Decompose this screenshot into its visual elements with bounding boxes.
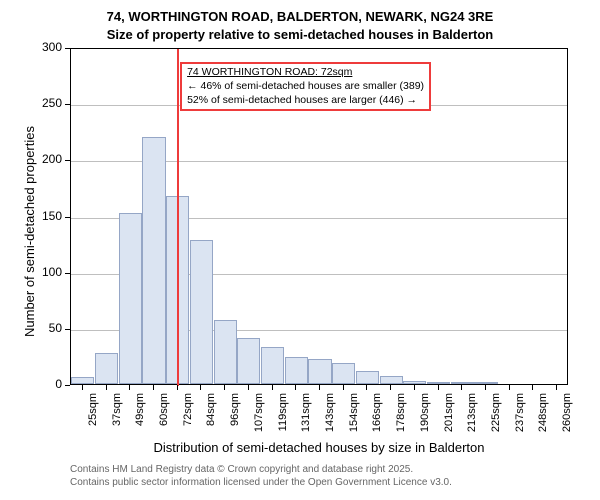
y-tick-label: 100 [22,265,62,279]
x-tick-label: 72sqm [182,393,194,443]
x-tick [295,385,296,390]
y-tick-label: 150 [22,209,62,223]
title-line-2: Size of property relative to semi-detach… [0,26,600,44]
y-tick [65,48,70,49]
x-tick-label: 178sqm [395,393,407,443]
histogram-bar [142,137,165,384]
x-tick [532,385,533,390]
x-tick [200,385,201,390]
plot-area: 74 WORTHINGTON ROAD: 72sqm← 46% of semi-… [70,48,568,385]
x-tick [461,385,462,390]
callout-line: 52% of semi-detached houses are larger (… [187,94,424,108]
x-tick-label: 49sqm [134,393,146,443]
x-tick [106,385,107,390]
y-tick [65,273,70,274]
chart-title-block: 74, WORTHINGTON ROAD, BALDERTON, NEWARK,… [0,0,600,43]
y-tick-label: 0 [22,377,62,391]
footer-line-1: Contains HM Land Registry data © Crown c… [70,463,452,476]
callout-line: 74 WORTHINGTON ROAD: 72sqm [187,66,424,80]
x-tick-label: 260sqm [561,393,573,443]
x-tick-label: 37sqm [111,393,123,443]
x-tick [485,385,486,390]
x-tick [366,385,367,390]
x-tick-label: 237sqm [514,393,526,443]
histogram-bar [237,338,260,384]
x-tick-label: 190sqm [419,393,431,443]
histogram-bar [95,353,118,384]
y-tick-label: 50 [22,321,62,335]
x-tick-label: 213sqm [466,393,478,443]
x-tick-label: 201sqm [443,393,455,443]
histogram-bar [261,347,284,384]
x-tick [556,385,557,390]
callout-line: ← 46% of semi-detached houses are smalle… [187,80,424,94]
x-tick-label: 131sqm [300,393,312,443]
x-tick-label: 119sqm [277,393,289,443]
x-tick [343,385,344,390]
x-tick-label: 60sqm [158,393,170,443]
y-tick [65,104,70,105]
x-tick-label: 96sqm [229,393,241,443]
x-tick-label: 248sqm [537,393,549,443]
histogram-bar [356,371,379,384]
x-tick-label: 154sqm [348,393,360,443]
x-tick-label: 143sqm [324,393,336,443]
title-line-1: 74, WORTHINGTON ROAD, BALDERTON, NEWARK,… [0,8,600,26]
histogram-bar [427,382,450,384]
x-tick-label: 166sqm [371,393,383,443]
histogram-bar [308,359,331,384]
x-tick [224,385,225,390]
histogram-bar [285,357,308,384]
histogram-bar [214,320,237,384]
histogram-bar [190,240,213,384]
x-tick [438,385,439,390]
x-tick [390,385,391,390]
footer-line-2: Contains public sector information licen… [70,476,452,489]
y-tick [65,385,70,386]
y-tick [65,329,70,330]
x-tick [248,385,249,390]
x-tick [129,385,130,390]
x-tick [272,385,273,390]
y-tick [65,217,70,218]
callout-box: 74 WORTHINGTON ROAD: 72sqm← 46% of semi-… [180,62,431,111]
x-tick [82,385,83,390]
histogram-bar [332,363,355,384]
histogram-bar [451,382,474,384]
x-tick [414,385,415,390]
y-tick-label: 200 [22,152,62,166]
x-tick-label: 225sqm [490,393,502,443]
x-tick-label: 84sqm [205,393,217,443]
x-tick [177,385,178,390]
histogram-bar [71,377,94,384]
y-tick-label: 300 [22,40,62,54]
x-tick [153,385,154,390]
histogram-bar [119,213,142,384]
marker-line [177,49,179,386]
histogram-bar [403,381,426,384]
x-tick-label: 25sqm [87,393,99,443]
x-tick [319,385,320,390]
y-tick-label: 250 [22,96,62,110]
histogram-bar [474,382,497,384]
x-tick-label: 107sqm [253,393,265,443]
x-tick [509,385,510,390]
footer-attribution: Contains HM Land Registry data © Crown c… [70,463,452,489]
y-tick [65,160,70,161]
histogram-bar [380,376,403,384]
